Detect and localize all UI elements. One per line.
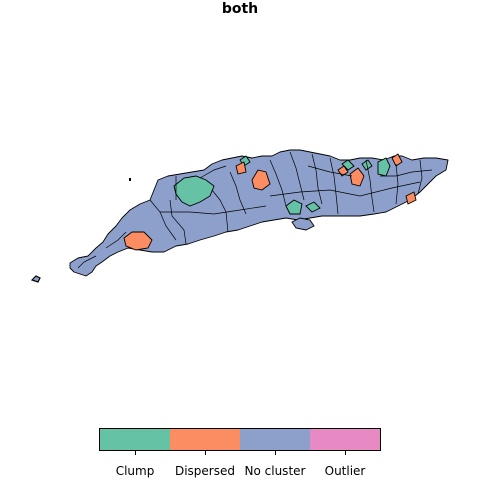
region-dispersed-6 xyxy=(405,191,417,205)
region-no-cluster-mainland xyxy=(69,149,449,277)
region-dispersed-4 xyxy=(349,167,365,187)
small-island xyxy=(129,178,131,181)
legend-label-outlier: Outlier xyxy=(324,464,366,478)
legend-tick xyxy=(205,450,206,455)
legend-swatch-clump xyxy=(100,429,170,450)
legend-swatch-outlier xyxy=(310,429,380,450)
legend-tick xyxy=(345,450,346,455)
region-clump-4 xyxy=(377,157,391,177)
legend-labels: Clump Dispersed No cluster Outlier xyxy=(100,464,380,478)
region-clump-2 xyxy=(285,199,303,215)
region-dispersed-5 xyxy=(391,153,403,167)
region-scilly-isles xyxy=(30,275,41,283)
region-clump-3 xyxy=(305,201,321,213)
legend-tick xyxy=(135,450,136,455)
legend-swatch-dispersed xyxy=(170,429,240,450)
region-clump-1 xyxy=(173,175,215,207)
legend-swatch-no-cluster xyxy=(240,429,310,450)
legend-label-clump: Clump xyxy=(115,464,155,478)
region-dispersed-1 xyxy=(123,231,153,251)
internal-borders xyxy=(77,151,433,269)
legend-label-dispersed: Dispersed xyxy=(174,464,235,478)
region-dispersed-2 xyxy=(251,169,271,191)
legend-label-no-cluster: No cluster xyxy=(244,464,306,478)
region-isle-of-wight xyxy=(291,217,315,231)
region-dispersed-3 xyxy=(235,161,247,175)
region-clump-6 xyxy=(341,159,355,171)
legend-tick xyxy=(275,450,276,455)
legend-color-bar xyxy=(99,428,381,451)
map-title: both xyxy=(221,1,259,17)
